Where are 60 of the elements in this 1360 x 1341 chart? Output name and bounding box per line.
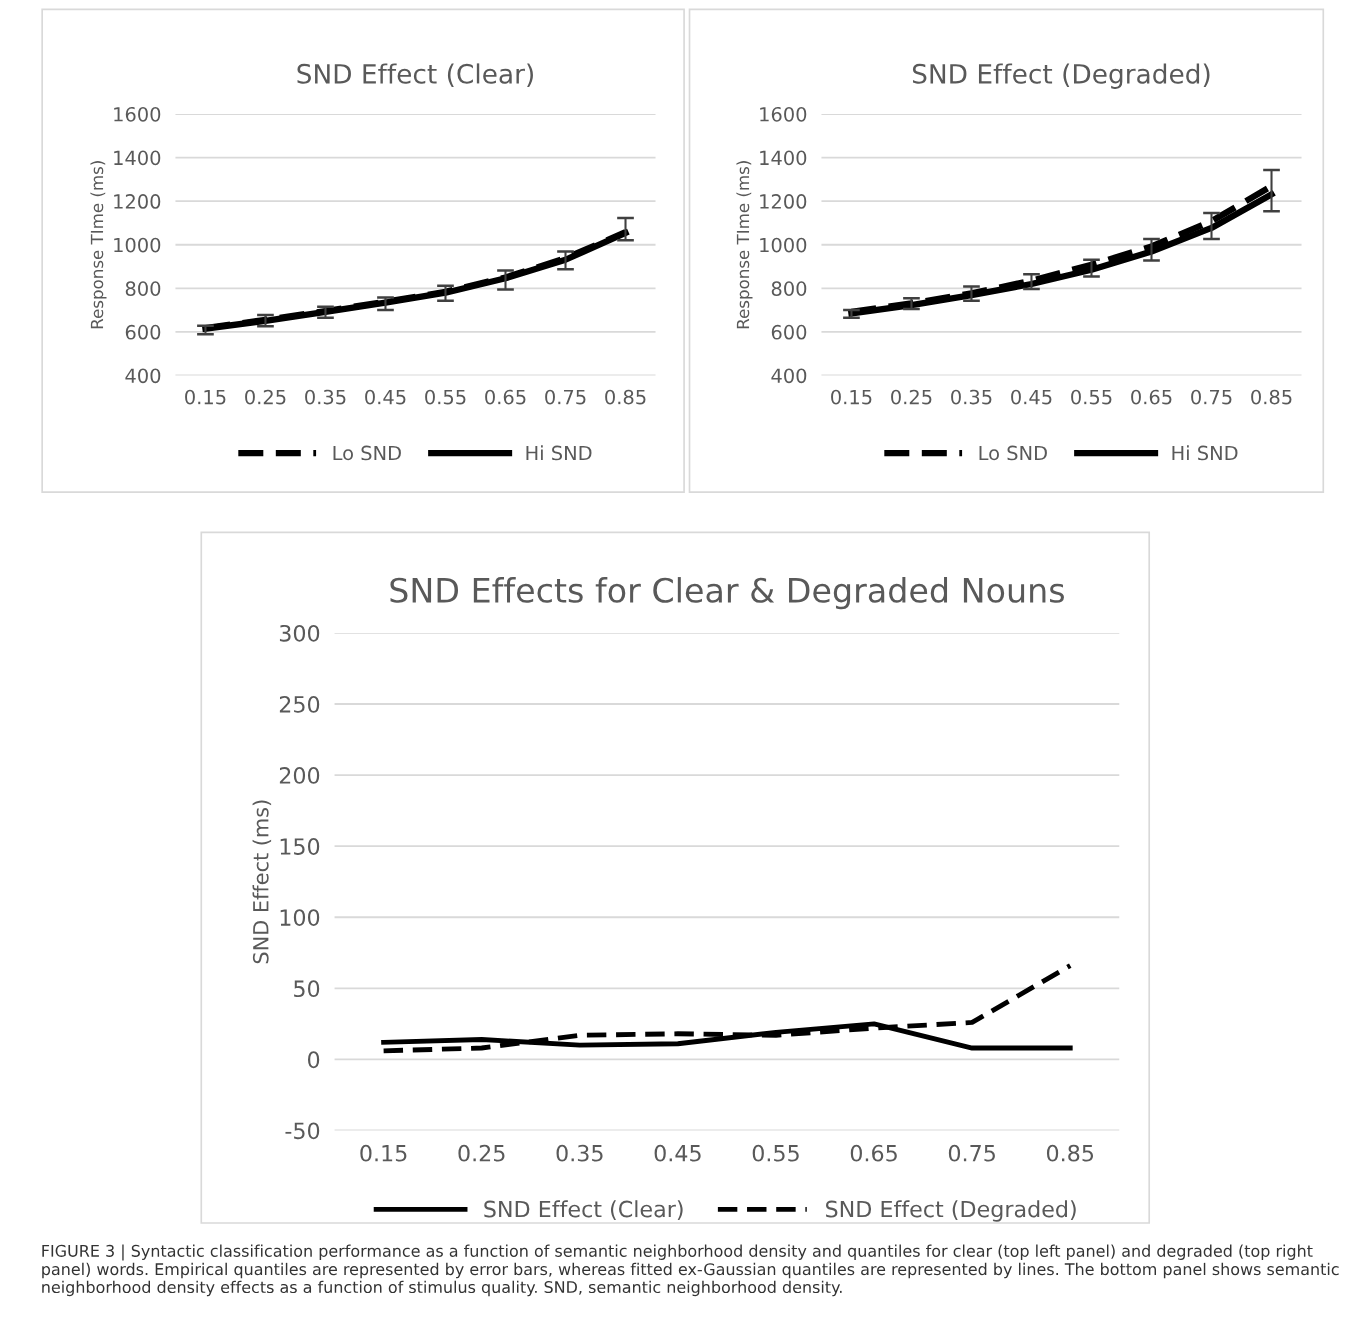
legend-label: Lo SND bbox=[333, 445, 401, 461]
x-tick-label: 0.15 bbox=[831, 389, 872, 405]
line-series bbox=[381, 963, 1073, 1054]
y-axis-title: Response TIme (ms) bbox=[736, 161, 753, 329]
x-tick-label: 0.85 bbox=[1046, 1144, 1094, 1162]
y-tick-label: 800 bbox=[771, 281, 807, 296]
legend-label: Hi SND bbox=[526, 445, 592, 461]
y-tick-label: 1200 bbox=[760, 194, 807, 209]
x-tick-label: 0.75 bbox=[1191, 389, 1232, 405]
y-tick-label: 0 bbox=[308, 1051, 320, 1069]
chart-title: SND Effect (Clear) bbox=[297, 63, 533, 87]
y-tick-label: -50 bbox=[285, 1122, 320, 1140]
y-tick-label: 1400 bbox=[114, 150, 161, 166]
x-tick-label: 0.35 bbox=[305, 389, 346, 405]
x-tick-label: 0.55 bbox=[752, 1144, 799, 1162]
y-tick-label: 150 bbox=[280, 838, 320, 855]
y-tick-label: 1600 bbox=[114, 106, 161, 122]
x-tick-label: 0.15 bbox=[360, 1144, 407, 1162]
legend-label: Hi SND bbox=[1172, 445, 1238, 461]
caption: FIGURE 3 | Syntactic classification performance as a function of semantic neighborhood density and quantiles for clear (top left panel) and degraded (top right panel) words. Empirical quantiles are represented by error bars, whereas fitted ex-Gaussian quantiles are represented by lines. The bottom panel shows semantic neighborhood density effects as a function of stimulus quality. SND, semantic neighborhood density. bbox=[42, 1244, 1339, 1297]
x-tick-label: 0.25 bbox=[891, 389, 932, 405]
y-tick-label: 250 bbox=[279, 695, 320, 713]
y-tick-label: 1600 bbox=[760, 106, 807, 122]
chart-title: SND Effects for Clear & Degraded Nouns bbox=[390, 577, 1064, 610]
x-tick-label: 0.35 bbox=[951, 389, 992, 405]
x-tick-label: 0.65 bbox=[850, 1144, 897, 1162]
x-tick-label: 0.15 bbox=[185, 389, 226, 405]
x-tick-label: 0.85 bbox=[1251, 389, 1292, 405]
y-tick-label: 1200 bbox=[114, 194, 161, 209]
y-tick-label: 1000 bbox=[114, 237, 161, 253]
legend-label: SND Effect (Degraded) bbox=[826, 1200, 1076, 1222]
y-tick-label: 50 bbox=[294, 980, 320, 998]
x-tick-label: 0.35 bbox=[556, 1144, 603, 1162]
x-tick-label: 0.75 bbox=[545, 389, 586, 405]
x-tick-label: 0.25 bbox=[245, 389, 286, 405]
y-tick-label: 400 bbox=[125, 368, 161, 384]
y-tick-label: 300 bbox=[279, 624, 320, 642]
x-tick-label: 0.45 bbox=[365, 389, 406, 405]
y-axis-title: Response TIme (ms) bbox=[90, 161, 107, 329]
x-tick-label: 0.55 bbox=[1071, 389, 1112, 405]
x-tick-label: 0.65 bbox=[1131, 389, 1172, 405]
x-tick-label: 0.75 bbox=[948, 1144, 995, 1162]
x-tick-label: 0.25 bbox=[458, 1144, 505, 1162]
y-tick-label: 600 bbox=[771, 324, 807, 340]
x-tick-label: 0.55 bbox=[425, 389, 466, 405]
y-tick-label: 200 bbox=[279, 767, 320, 784]
y-tick-label: 100 bbox=[280, 909, 320, 926]
x-tick-label: 0.65 bbox=[485, 389, 526, 405]
y-tick-label: 400 bbox=[771, 368, 807, 384]
legend-label: Lo SND bbox=[979, 445, 1047, 461]
y-tick-label: 1400 bbox=[760, 150, 807, 166]
x-tick-label: 0.85 bbox=[605, 389, 646, 405]
x-tick-label: 0.45 bbox=[654, 1144, 701, 1162]
legend-label: SND Effect (Clear) bbox=[484, 1200, 683, 1221]
y-axis-title: SND Effect (ms) bbox=[252, 800, 272, 964]
y-tick-label: 600 bbox=[125, 324, 161, 340]
chart-title: SND Effect (Degraded) bbox=[912, 63, 1210, 89]
y-tick-label: 1000 bbox=[760, 237, 807, 253]
x-tick-label: 0.45 bbox=[1011, 389, 1052, 405]
y-tick-label: 800 bbox=[125, 281, 161, 296]
